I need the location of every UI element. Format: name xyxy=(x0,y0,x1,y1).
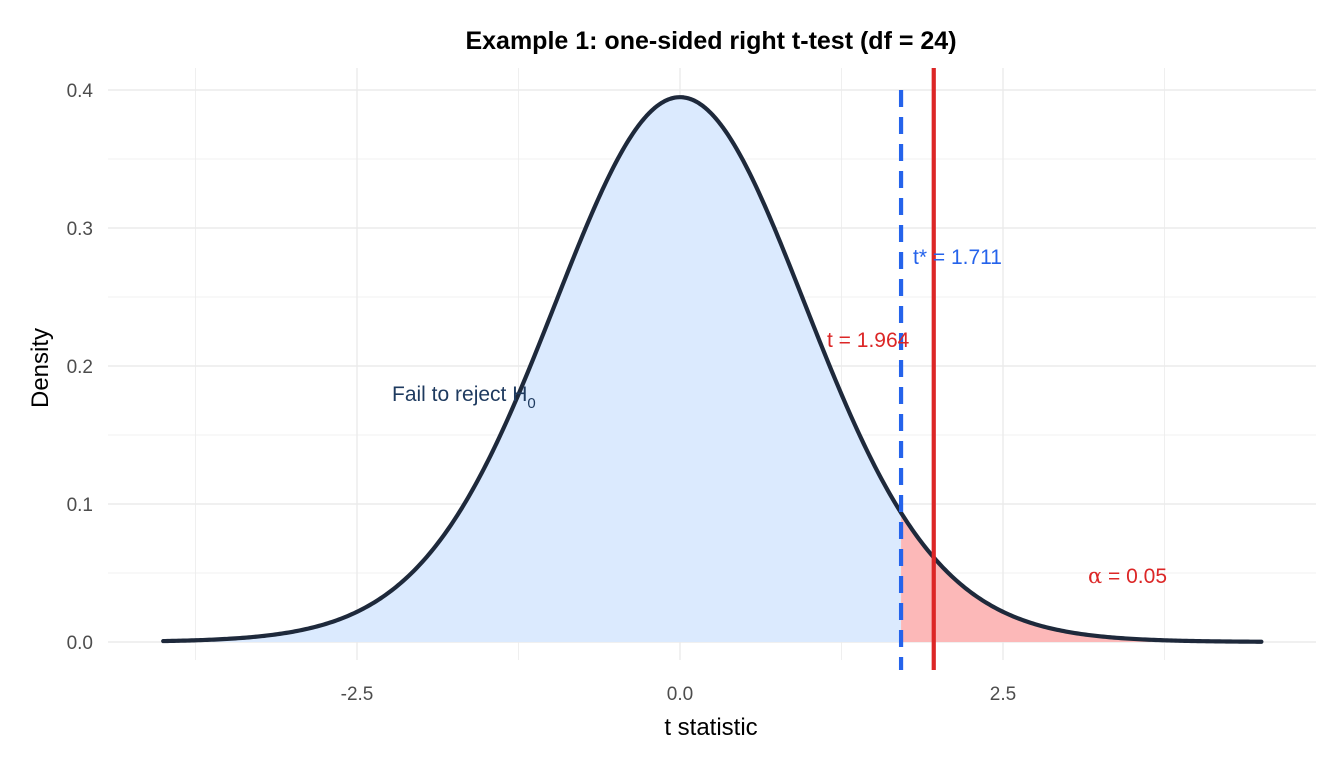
x-tick-label: 0.0 xyxy=(667,684,693,705)
density-curve xyxy=(161,95,1264,644)
observed-t-label: t = 1.964 xyxy=(827,329,910,352)
fail-to-reject-subscript: 0 xyxy=(527,395,535,412)
y-tick-label: 0.1 xyxy=(67,495,93,516)
y-tick-label: 0.2 xyxy=(67,357,93,378)
chart-title: Example 1: one-sided right t-test (df = … xyxy=(465,27,956,55)
alpha-value: = 0.05 xyxy=(1102,565,1167,588)
x-tick-label: -2.5 xyxy=(341,684,374,705)
critical-value-label: t* = 1.711 xyxy=(913,246,1002,269)
x-tick-label: 2.5 xyxy=(990,684,1016,705)
density-areas xyxy=(163,97,1262,642)
y-tick-label: 0.4 xyxy=(67,81,94,102)
y-tick-label: 0.3 xyxy=(67,219,93,240)
x-axis-title: t statistic xyxy=(664,714,757,741)
y-tick-label: 0.0 xyxy=(67,633,93,654)
rejection-region xyxy=(901,512,1262,642)
fail-to-reject-text: Fail to reject H xyxy=(392,383,527,406)
density-curve-layer xyxy=(161,95,1264,644)
reference-lines xyxy=(898,68,936,670)
alpha-label: α = 0.05 xyxy=(1088,564,1167,588)
annotations: t* = 1.711 t = 1.964 Fail to reject H0 α… xyxy=(392,246,1167,588)
alpha-symbol: α xyxy=(1088,564,1102,588)
y-axis-title: Density xyxy=(27,328,54,408)
axis-ticks: 0.0 0.1 0.2 0.3 0.4 -2.5 0.0 2.5 xyxy=(67,81,1017,705)
fail-to-reject-label: Fail to reject H0 xyxy=(392,383,536,412)
acceptance-region xyxy=(163,97,902,642)
